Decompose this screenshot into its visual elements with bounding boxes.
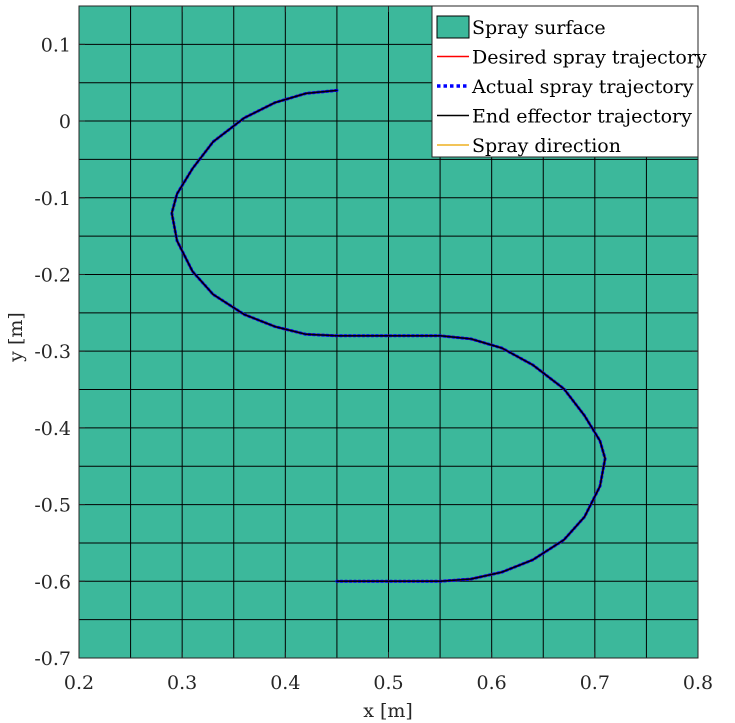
y-tick-label: -0.6	[34, 571, 71, 593]
series-line-2	[171, 89, 606, 583]
x-tick-label: 0.3	[167, 672, 197, 694]
legend-entry: End effector trajectory	[437, 106, 692, 128]
legend-entry: Actual spray trajectory	[437, 76, 694, 98]
y-tick-label: -0.4	[34, 418, 71, 440]
x-tick-label: 0.8	[683, 672, 713, 694]
legend: Spray surface Desired spray trajectory Act…	[431, 5, 707, 158]
y-tick-label: -0.7	[34, 648, 71, 670]
y-tick-label: -0.2	[34, 264, 71, 286]
y-axis-label: y [m]	[5, 312, 27, 363]
y-tick-label: -0.5	[34, 495, 71, 517]
x-tick-label: 0.2	[64, 672, 94, 694]
y-tick-label: -0.3	[34, 341, 71, 363]
legend-label: Spray surface	[472, 17, 606, 39]
y-tick-label: -0.1	[34, 188, 71, 210]
x-tick-label: 0.4	[270, 672, 300, 694]
x-tick-label: 0.7	[580, 672, 610, 694]
x-axis-ticks: 0.2 0.3 0.4 0.5 0.6 0.7 0.8	[64, 6, 713, 694]
legend-swatch	[436, 15, 470, 39]
x-tick-label: 0.6	[477, 672, 507, 694]
legend-label: Actual spray trajectory	[471, 76, 694, 98]
x-axis-label: x [m]	[363, 700, 413, 722]
x-tick-label: 0.5	[373, 672, 403, 694]
legend-entry: Desired spray trajectory	[437, 47, 707, 69]
y-tick-label: 0.1	[41, 34, 71, 56]
legend-label: Spray direction	[472, 135, 621, 157]
legend-entry: Spray surface	[436, 15, 606, 39]
y-axis-ticks: 0.1 0 -0.1 -0.2 -0.3 -0.4 -0.5 -0.6 -0.7	[34, 34, 698, 670]
y-tick-label: 0	[59, 111, 71, 133]
legend-box	[431, 5, 699, 158]
legend-label: End effector trajectory	[472, 106, 692, 128]
legend-entry: Spray direction	[437, 135, 621, 157]
legend-label: Desired spray trajectory	[472, 47, 707, 69]
trajectory-series	[170, 88, 607, 583]
